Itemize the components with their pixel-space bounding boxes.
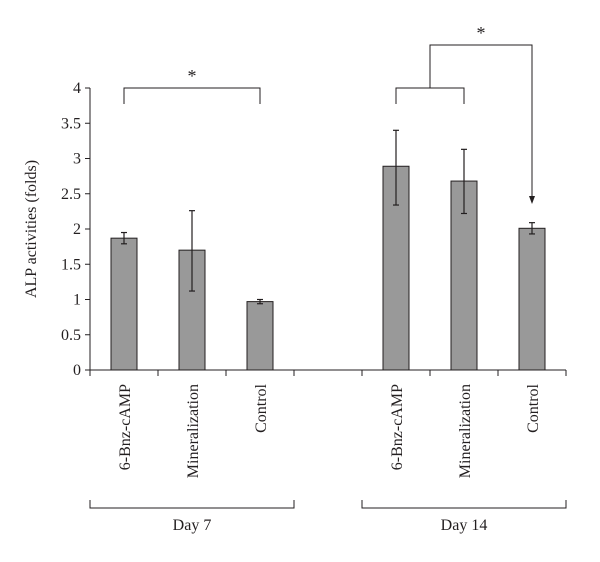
y-tick-label: 0 [73,362,81,379]
bars [110,165,546,371]
category-labels: 6-Bnz-cAMP Mineralization Control Day 7 6-Bn… [89,383,567,534]
group-bracket [89,500,295,509]
category-label: Control [253,383,270,432]
category-label: Mineralization [457,384,474,478]
category-label: Control [525,383,542,432]
error-bars [121,129,535,305]
significance-bracket [123,87,261,104]
significance-annotations: ** [123,23,535,204]
axes: 0 0.5 1 1.5 2 2.5 3 3.5 4 [61,80,567,379]
group-bracket [361,500,567,509]
y-tick-label: 0.5 [61,327,81,344]
y-tick-label: 4 [73,80,81,97]
category-label: 6-Bnz-cAMP [389,384,406,470]
y-tick-label: 3 [73,151,81,168]
significance-bracket-inner [395,87,465,104]
y-tick-label: 2 [73,221,81,238]
y-tick-label: 1 [73,292,81,309]
bar [246,301,274,371]
category-label: 6-Bnz-cAMP [117,384,134,470]
bar [110,237,138,371]
y-tick-label: 3.5 [61,115,81,132]
y-tick-label: 1.5 [61,256,81,273]
y-tick-label: 2.5 [61,186,81,203]
group-label: Day 7 [173,517,212,534]
y-axis-title: ALP activities (folds) [23,160,40,298]
significance-star: * [188,66,197,86]
group-label: Day 14 [441,517,488,534]
bar [518,227,546,371]
significance-bracket-outer [429,44,533,202]
significance-star: * [477,23,486,43]
category-label: Mineralization [185,384,202,478]
significance-arrowhead [529,196,535,204]
